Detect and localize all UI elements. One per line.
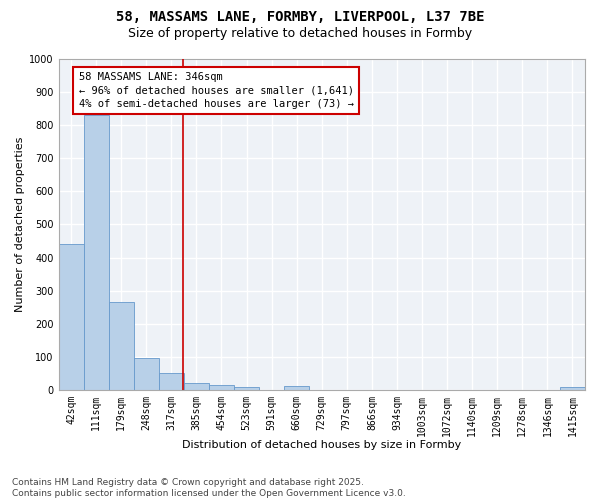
Bar bbox=[59, 244, 83, 390]
Bar bbox=[560, 386, 585, 390]
Text: 58 MASSAMS LANE: 346sqm
← 96% of detached houses are smaller (1,641)
4% of semi-: 58 MASSAMS LANE: 346sqm ← 96% of detache… bbox=[79, 72, 353, 108]
Bar bbox=[209, 385, 234, 390]
Bar bbox=[134, 358, 159, 390]
Text: 58, MASSAMS LANE, FORMBY, LIVERPOOL, L37 7BE: 58, MASSAMS LANE, FORMBY, LIVERPOOL, L37… bbox=[116, 10, 484, 24]
Bar bbox=[159, 374, 184, 390]
Bar bbox=[284, 386, 309, 390]
Bar bbox=[83, 115, 109, 390]
Bar bbox=[184, 382, 209, 390]
Text: Contains HM Land Registry data © Crown copyright and database right 2025.
Contai: Contains HM Land Registry data © Crown c… bbox=[12, 478, 406, 498]
Text: Size of property relative to detached houses in Formby: Size of property relative to detached ho… bbox=[128, 28, 472, 40]
Bar bbox=[234, 386, 259, 390]
Y-axis label: Number of detached properties: Number of detached properties bbox=[15, 136, 25, 312]
Bar bbox=[109, 302, 134, 390]
X-axis label: Distribution of detached houses by size in Formby: Distribution of detached houses by size … bbox=[182, 440, 461, 450]
